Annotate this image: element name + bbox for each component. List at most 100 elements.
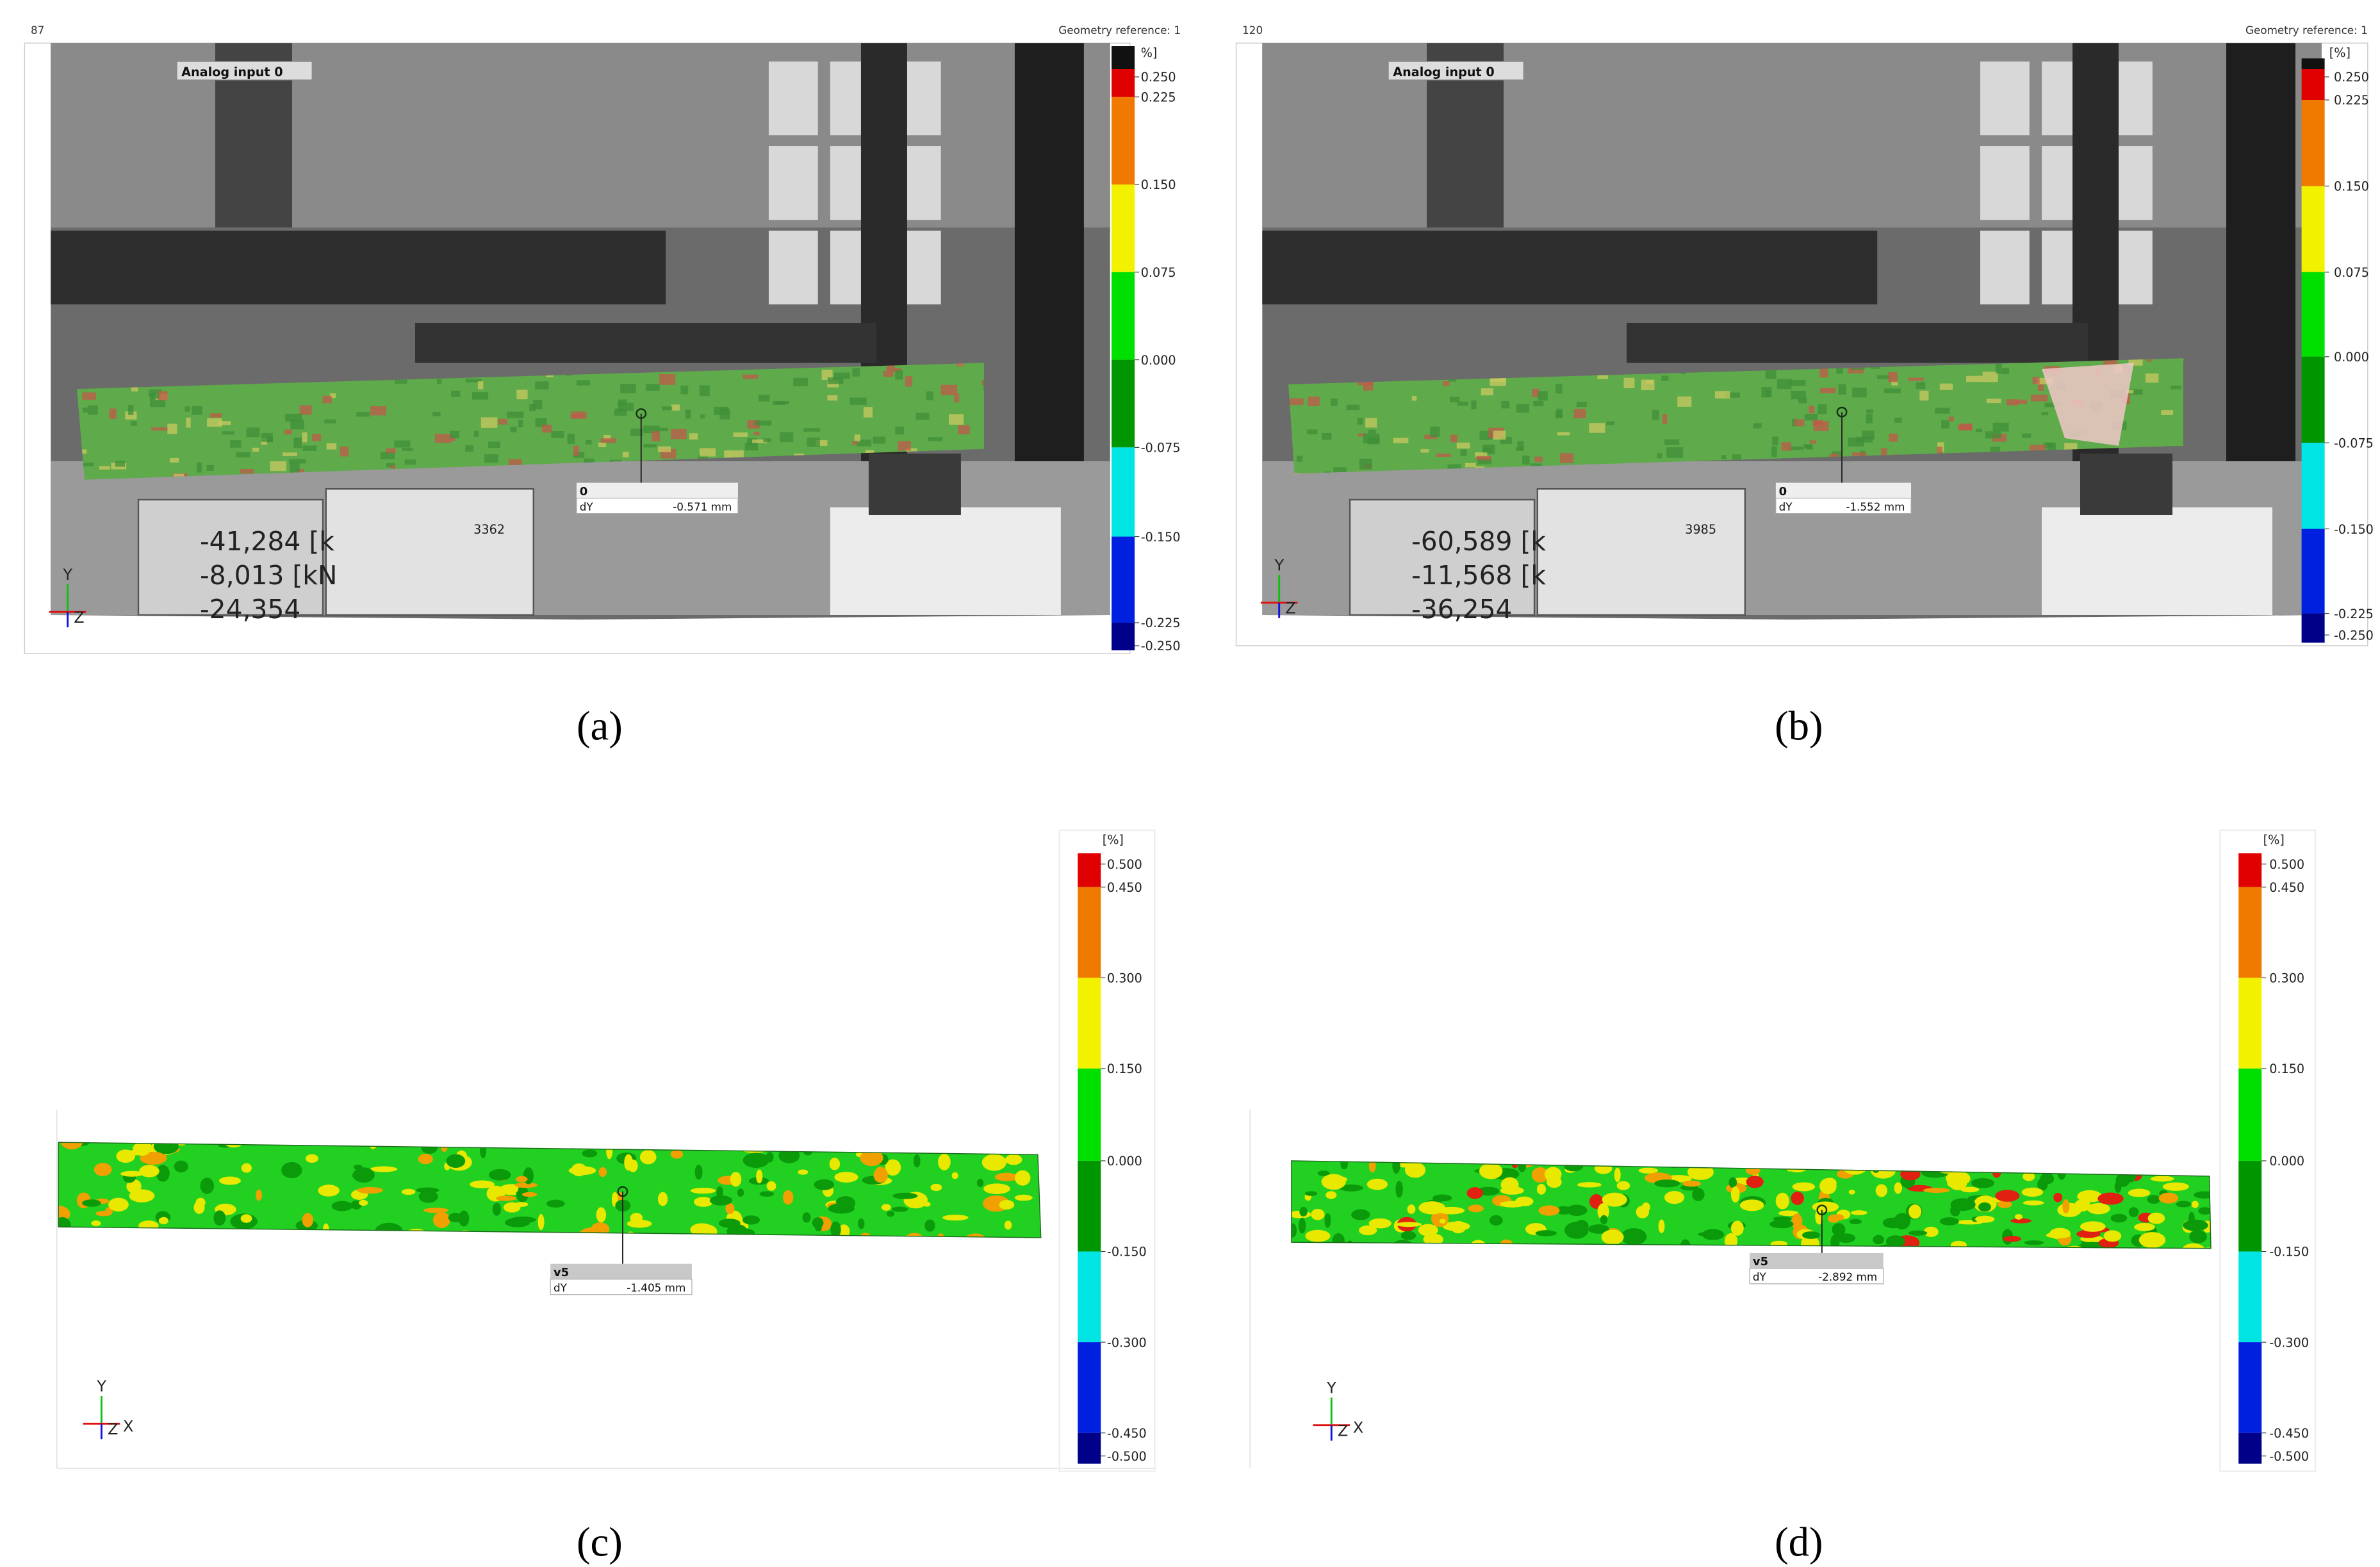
- speckle: [849, 397, 867, 405]
- speckle: [1657, 453, 1662, 459]
- contour-blob: [240, 1214, 252, 1223]
- contour-blob: [924, 1219, 935, 1232]
- contour-blob: [1535, 1230, 1557, 1236]
- contour-blob: [1564, 1250, 1582, 1258]
- contour-blob: [1995, 1190, 2020, 1202]
- colorbar-label: 0.000: [1107, 1154, 1142, 1169]
- speckle: [1589, 423, 1605, 433]
- contour-blob: [716, 1142, 723, 1150]
- contour-blob: [694, 1164, 703, 1180]
- colorbar-band: [1078, 887, 1101, 978]
- speckle: [386, 463, 395, 468]
- speckle: [793, 377, 808, 386]
- speckle: [109, 408, 117, 419]
- contour-blob: [305, 1154, 318, 1163]
- speckle: [386, 448, 396, 454]
- speckle: [898, 441, 911, 451]
- speckle: [507, 411, 524, 418]
- contour-blob: [393, 1142, 413, 1144]
- speckle: [127, 405, 134, 415]
- contour-blob: [245, 1232, 254, 1238]
- contour-blob: [1802, 1231, 1820, 1239]
- speckle: [1357, 381, 1374, 386]
- contour-blob: [1395, 1222, 1422, 1227]
- contour-blob: [1923, 1188, 1950, 1193]
- contour-blob: [1621, 1228, 1647, 1245]
- speckle: [652, 431, 661, 441]
- speckle: [296, 468, 304, 475]
- point-marker: [1816, 1204, 1828, 1216]
- contour-blob: [139, 1165, 160, 1177]
- contour-blob: [1538, 1205, 1560, 1216]
- contour-blob: [1792, 1182, 1816, 1192]
- colorbar-band: [1112, 622, 1135, 651]
- contour-blob: [1728, 1177, 1737, 1188]
- speckle: [2161, 410, 2174, 415]
- contour-blob: [983, 1183, 1010, 1194]
- contour-blob: [480, 1142, 487, 1159]
- speckle: [827, 395, 838, 401]
- speckle: [1771, 446, 1777, 457]
- point-marker: [617, 1186, 628, 1197]
- speckle: [1908, 377, 1924, 381]
- contour-blob: [2183, 1219, 2208, 1231]
- speckle: [954, 393, 960, 403]
- speckle: [1476, 455, 1491, 461]
- speckle: [618, 399, 627, 406]
- geometry-reference: Geometry reference: 1: [2245, 24, 2368, 37]
- contour-blob: [1939, 1249, 1962, 1261]
- contour-blob: [124, 1229, 136, 1236]
- colorbar-label: 0.150: [1107, 1062, 1142, 1076]
- colorbar-label: 0.000: [2334, 350, 2369, 365]
- contour-blob: [1919, 1151, 1928, 1160]
- contour-blob: [1546, 1176, 1562, 1188]
- speckle: [2129, 389, 2143, 395]
- speckle: [2182, 358, 2183, 362]
- colorbar-label: -0.250: [2334, 628, 2374, 643]
- contour-blob: [1439, 1218, 1446, 1224]
- contour-blob: [1298, 1217, 1306, 1234]
- speckle: [2015, 399, 2027, 404]
- colorbar-band: [2238, 887, 2262, 978]
- colorbar-band: [2238, 1160, 2262, 1252]
- contour-blob: [759, 1191, 775, 1197]
- colorbar-band: [1078, 978, 1101, 1069]
- contour-blob: [726, 1224, 748, 1238]
- speckle: [1623, 377, 1635, 389]
- speckle: [827, 381, 839, 388]
- photo-window: [768, 146, 818, 220]
- speckle: [915, 413, 930, 420]
- spalled-zone: [2042, 363, 2135, 446]
- speckle: [2126, 390, 2134, 394]
- speckle: [854, 434, 860, 442]
- speckle: [246, 427, 260, 438]
- contour-blob: [245, 1230, 274, 1235]
- contour-blob: [2084, 1242, 2099, 1247]
- speckle: [671, 404, 680, 411]
- point-header: [1750, 1252, 1883, 1268]
- speckle: [670, 429, 687, 439]
- contour-blob: [609, 1131, 623, 1140]
- colorbar-label: -0.075: [2334, 436, 2374, 450]
- contour-blob: [315, 1142, 338, 1146]
- speckle: [816, 440, 828, 446]
- speckle: [926, 391, 934, 400]
- contour-blob: [1418, 1224, 1438, 1236]
- contour-blob: [352, 1167, 375, 1183]
- speckle: [728, 450, 744, 459]
- contour-blob: [400, 1142, 415, 1143]
- photo-window: [1980, 62, 2030, 136]
- contour-blob: [1601, 1229, 1624, 1245]
- speckle: [659, 373, 676, 385]
- contour-blob: [834, 1172, 858, 1183]
- speckle: [115, 461, 126, 467]
- contour-blob: [2134, 1222, 2155, 1231]
- colorbar-band: [1112, 359, 1135, 448]
- contour-blob: [1299, 1206, 1308, 1217]
- colorbar-band: [1112, 97, 1135, 185]
- colorbar-label: -0.450: [2269, 1426, 2309, 1441]
- contour-blob: [1566, 1204, 1588, 1217]
- speckle: [1941, 420, 1949, 429]
- speckle: [1798, 398, 1807, 404]
- contour-blob: [1311, 1208, 1325, 1220]
